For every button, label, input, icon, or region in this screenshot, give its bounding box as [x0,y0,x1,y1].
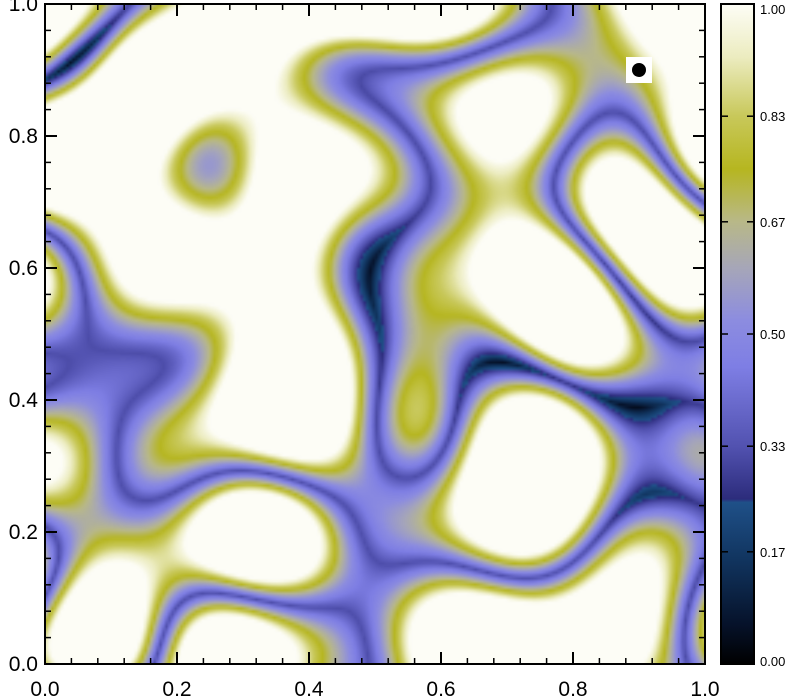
heatmap-plot: 0.0 0.2 0.4 0.6 0.8 1.0 0.0 0.2 0.4 0.6 0.8 1.0 [9,0,720,699]
marker-point [632,63,646,77]
colorbar-tick-label: 0.00 [760,654,785,669]
colorbar-tick-label: 1.00 [760,2,785,17]
x-tick-label: 0.0 [30,678,59,699]
y-tick-label: 0.8 [9,125,38,148]
y-axis: 0.0 0.2 0.4 0.6 0.8 1.0 [9,0,705,676]
y-tick-label: 0.2 [9,521,38,544]
colorbar-tick-label: 0.17 [760,545,785,560]
y-tick-label: 1.0 [9,0,38,16]
colorbar-tick-label: 0.83 [760,109,785,124]
colorbar-tick-label: 0.67 [760,215,785,230]
x-tick-label: 0.6 [426,678,455,699]
x-axis: 0.0 0.2 0.4 0.6 0.8 1.0 [30,4,720,699]
x-tick-label: 0.4 [294,678,324,699]
plot-frame [44,3,706,665]
x-tick-label: 0.2 [162,678,191,699]
colorbar-tick-label: 0.50 [760,327,785,342]
heatmap-field [45,4,705,664]
colorbar-tick-label: 0.33 [760,439,785,454]
y-tick-label: 0.4 [9,389,39,412]
y-tick-label: 0.0 [9,653,38,676]
colorbar: 0.00 0.17 0.33 0.50 0.67 0.83 1.00 [720,2,785,669]
x-tick-label: 1.0 [690,678,719,699]
x-tick-label: 0.8 [558,678,587,699]
y-tick-label: 0.6 [9,257,38,280]
colorbar-axis: 0.00 0.17 0.33 0.50 0.67 0.83 1.00 [721,2,785,669]
